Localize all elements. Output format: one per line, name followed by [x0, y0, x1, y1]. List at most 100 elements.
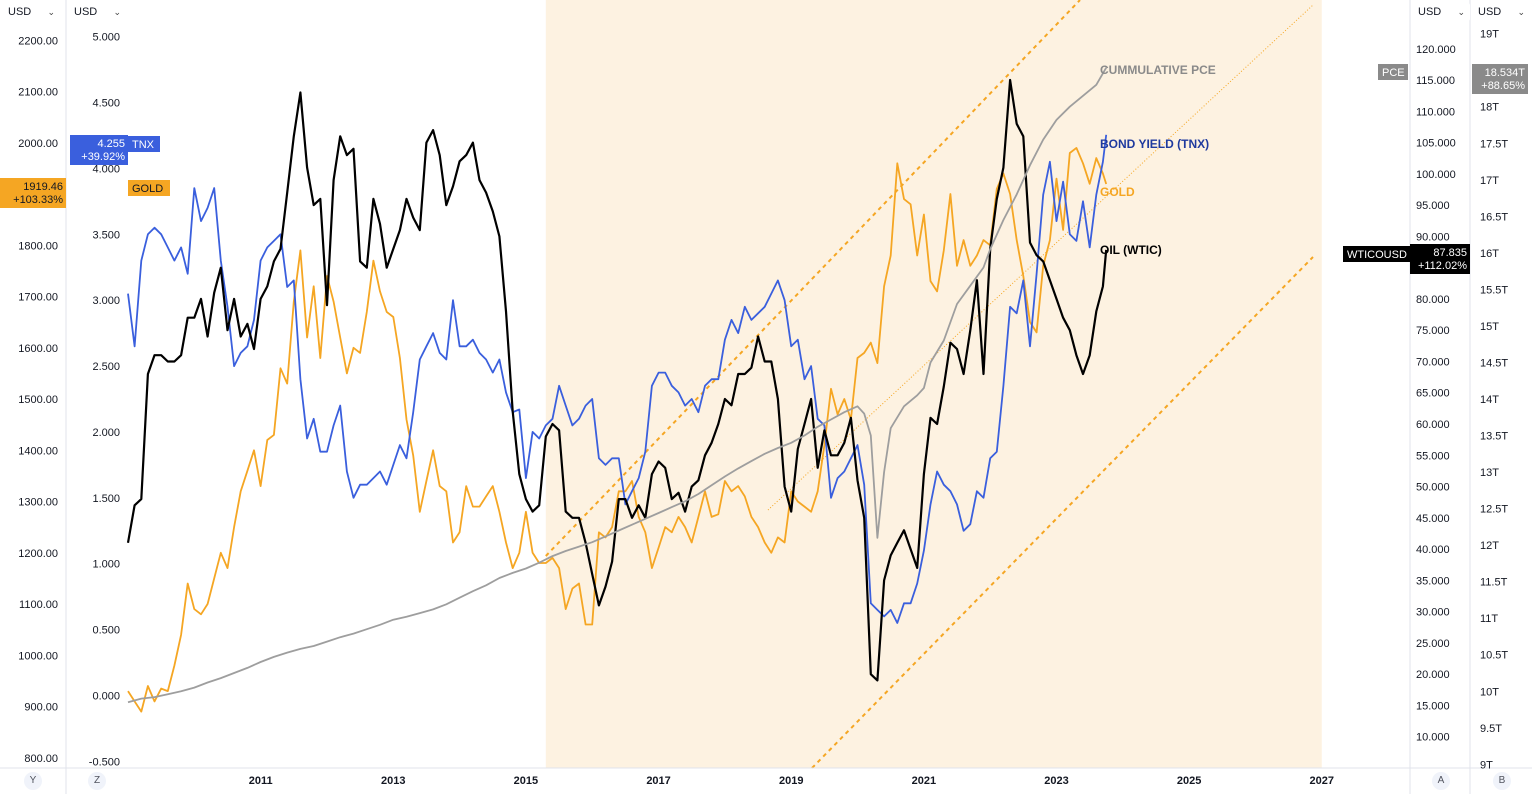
oil-axis-tick-label: 100.000 — [1416, 169, 1456, 181]
oil-last-value-badge-background — [1410, 244, 1470, 274]
pce-axis-tick-label: 11T — [1480, 613, 1498, 625]
currency-label: USD — [8, 6, 32, 18]
gold-axis-tick-label: 2100.00 — [18, 87, 58, 99]
annotation-tnx: BOND YIELD (TNX) — [1100, 137, 1209, 151]
oil-axis-tick-label: 60.000 — [1416, 419, 1450, 431]
gold-axis-tick-label: 1200.00 — [18, 548, 58, 560]
time-axis-tick-label: 2017 — [646, 775, 670, 787]
tnx-last-value-badge-background — [70, 135, 128, 165]
time-axis-tick-label: 2021 — [912, 775, 936, 787]
time-axis-tick-label: 2019 — [779, 775, 803, 787]
gold-axis-tick-label: 1500.00 — [18, 394, 58, 406]
oil-last-value-badge-text: 87.835 — [1433, 247, 1467, 259]
time-axis-tick-label: 2011 — [249, 775, 273, 787]
chevron-down-icon: ⌄ — [1517, 7, 1525, 17]
pce-axis-tick-label: 9T — [1480, 759, 1493, 771]
oil-axis-tick-label: 15.000 — [1416, 700, 1450, 712]
oil-axis-tick-label: 90.000 — [1416, 231, 1450, 243]
tnx-axis-tick-label: 2.500 — [92, 361, 120, 373]
tnx-last-value-badge: 4.255+39.92% — [70, 135, 128, 165]
price-channel — [545, 0, 1322, 769]
gold-axis-tick-label: 1300.00 — [18, 497, 58, 509]
pce-axis-tick-label: 14.5T — [1480, 357, 1508, 369]
gold-series-tag-text: GOLD — [132, 183, 163, 195]
pce-last-value-badge-text: 18.534T — [1485, 67, 1526, 79]
time-axis-tick-label: 2013 — [381, 775, 405, 787]
pce-last-value-badge-text: +88.65% — [1481, 80, 1525, 92]
tnx-last-value-badge-text: 4.255 — [97, 138, 125, 150]
pce-axis-corner-button[interactable]: B — [1493, 772, 1511, 790]
pce-axis-tick-label: 13T — [1480, 467, 1499, 479]
series-line-oil[interactable] — [126, 78, 1108, 682]
tnx-axis-currency-button[interactable]: USD ⌄ — [70, 2, 126, 22]
oil-last-value-badge-text: +112.02% — [1418, 260, 1467, 272]
pce-axis-tick-label: 17T — [1480, 175, 1499, 187]
pce-axis-tick-label: 17.5T — [1480, 138, 1508, 150]
gold-last-value-badge-text: 1919.46 — [23, 181, 63, 193]
series-labels: CUMMULATIVE PCE BOND YIELD (TNX) GOLD OIL (… — [0, 63, 1528, 274]
tnx-axis-tick-label: 1.500 — [92, 493, 120, 505]
channel-median-line[interactable] — [767, 4, 1314, 511]
pce-last-value-badge-background — [1472, 64, 1528, 94]
oil-axis-tick-label: 20.000 — [1416, 669, 1450, 681]
oil-axis-tick-label: 95.000 — [1416, 200, 1450, 212]
currency-label: USD — [74, 6, 98, 18]
series-line-tnx[interactable] — [127, 134, 1108, 624]
annotation-pce: CUMMULATIVE PCE — [1100, 63, 1216, 77]
series-lines — [126, 67, 1108, 713]
oil-axis-tick-label: 120.000 — [1416, 44, 1456, 56]
time-axis-tick-label: 2023 — [1044, 775, 1068, 787]
oil-series-tag: WTICOUSD — [1343, 246, 1410, 262]
pce-axis-tick-label: 12.5T — [1480, 504, 1508, 516]
oil-axis-tick-label: 105.000 — [1416, 138, 1456, 150]
pce-axis-tick-label: 16T — [1480, 248, 1499, 260]
chevron-down-icon: ⌄ — [1457, 7, 1465, 17]
gold-axis-tick-label: 2000.00 — [18, 138, 58, 150]
oil-last-value-badge: 87.835+112.02% — [1410, 244, 1470, 274]
pce-axis-tick-label: 16.5T — [1480, 211, 1508, 223]
time-axis-tick-label: 2025 — [1177, 775, 1201, 787]
time-axis-tick-label: 2015 — [514, 775, 538, 787]
pce-axis-tick-label: 11.5T — [1480, 577, 1508, 589]
oil-axis-tick-label: 75.000 — [1416, 325, 1450, 337]
tnx-series-tag-text: TNX — [132, 139, 155, 151]
series-line-pce[interactable] — [127, 67, 1107, 704]
oil-axis-corner-button[interactable]: A — [1432, 772, 1450, 790]
tnx-axis-tick-label: 0.500 — [92, 625, 120, 637]
oil-axis-tick-label: 70.000 — [1416, 356, 1450, 368]
tnx-axis-tick-label: 2.000 — [92, 427, 120, 439]
tnx-axis-tick-label: 1.000 — [92, 559, 120, 571]
tnx-axis-tick-label: 4.000 — [92, 163, 120, 175]
tnx-axis-tick-label: 0.000 — [92, 691, 120, 703]
gold-axis-currency-button[interactable]: USD ⌄ — [4, 2, 60, 22]
tnx-axis-tick-label: 4.500 — [92, 97, 120, 109]
channel-upper-line[interactable] — [545, 0, 1081, 557]
gold-axis-tick-label: 2200.00 — [18, 35, 58, 47]
currency-label: USD — [1418, 6, 1442, 18]
pce-axis-currency-button[interactable]: USD ⌄ — [1474, 2, 1530, 22]
gold-axis-tick-label: 800.00 — [24, 753, 58, 765]
tnx-axis-tick-label: -0.500 — [89, 756, 120, 768]
gold-axis-corner-button[interactable]: Y — [24, 772, 42, 790]
gold-axis-tick-label: 1800.00 — [18, 240, 58, 252]
oil-axis-currency-button[interactable]: USD ⌄ — [1414, 2, 1470, 22]
oil-axis-tick-label: 40.000 — [1416, 544, 1450, 556]
tnx-last-value-badge-text: +39.92% — [81, 151, 125, 163]
gold-axis-tick-label: 1400.00 — [18, 445, 58, 457]
pce-axis-tick-label: 15T — [1480, 321, 1499, 333]
gold-series-tag-background — [128, 180, 170, 196]
oil-axis-tick-label: 80.000 — [1416, 294, 1450, 306]
oil-axis-tick-label: 65.000 — [1416, 388, 1450, 400]
pce-series-tag-text: PCE — [1382, 67, 1405, 79]
chevron-down-icon: ⌄ — [113, 7, 121, 17]
oil-axis-tick-label: 115.000 — [1416, 75, 1455, 87]
oil-axis-tick-label: 35.000 — [1416, 575, 1450, 587]
series-line-gold[interactable] — [127, 147, 1108, 713]
pce-axis-tick-label: 15.5T — [1480, 284, 1508, 296]
tnx-axis-tick-label: 5.000 — [92, 32, 120, 44]
oil-series-tag-text: WTICOUSD — [1347, 249, 1407, 261]
gold-series-tag: GOLD — [128, 180, 170, 196]
tnx-axis-corner-button[interactable]: Z — [88, 772, 106, 790]
annotation-gold: GOLD — [1100, 185, 1135, 199]
